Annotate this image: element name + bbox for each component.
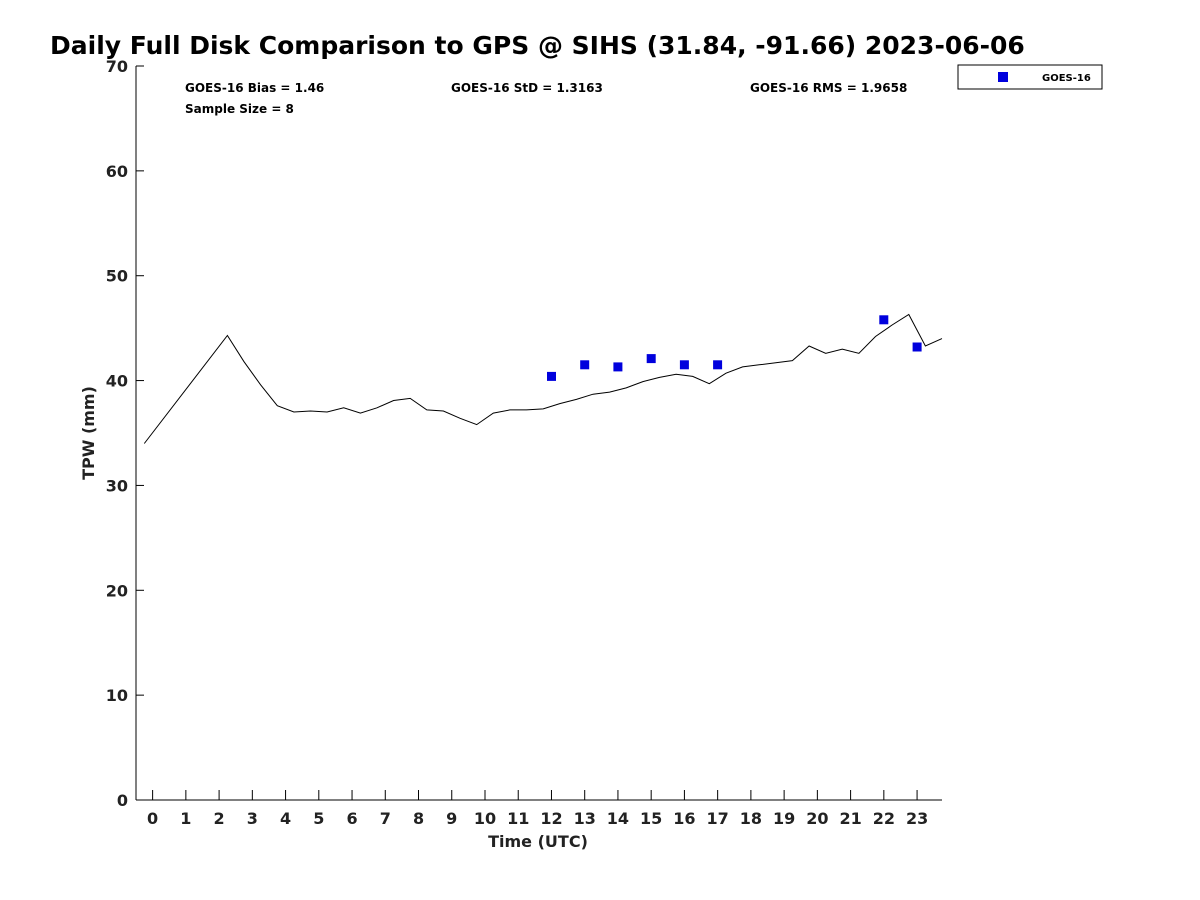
goes16-point xyxy=(679,360,689,370)
y-tick-label: 20 xyxy=(106,581,128,600)
x-tick-label: 10 xyxy=(474,809,496,828)
y-axis-label: TPW (mm) xyxy=(79,386,98,480)
x-ticks: 0 1 2 3 4 5 6 7 8 9 10 11 12 13 14 15 16 17 18 19 20 21 22 23 xyxy=(147,790,928,828)
x-tick-label: 2 xyxy=(214,809,225,828)
x-tick-label: 5 xyxy=(313,809,324,828)
y-tick-label: 70 xyxy=(106,57,128,76)
plot-area xyxy=(143,313,943,444)
legend-box xyxy=(957,64,1103,90)
gps-tpw-line xyxy=(143,313,943,444)
goes16-point xyxy=(879,315,889,325)
x-tick-label: 12 xyxy=(540,809,562,828)
x-tick-label: 4 xyxy=(280,809,291,828)
legend-marker-goes-16 xyxy=(998,72,1008,82)
x-tick-label: 13 xyxy=(574,809,596,828)
y-tick-label: 10 xyxy=(106,686,128,705)
x-tick-label: 8 xyxy=(413,809,424,828)
x-tick-label: 7 xyxy=(380,809,391,828)
stats-annotations: GOES-16 Bias = 1.46 GOES-16 StD = 1.3163… xyxy=(185,81,907,116)
y-tick-label: 0 xyxy=(117,791,128,810)
x-tick-label: 22 xyxy=(873,809,895,828)
stat-bias: GOES-16 Bias = 1.46 xyxy=(185,81,324,95)
x-tick-label: 23 xyxy=(906,809,928,828)
axes xyxy=(135,66,942,801)
legend: GOES-16 xyxy=(957,64,1103,90)
x-tick-label: 21 xyxy=(839,809,861,828)
x-tick-label: 18 xyxy=(740,809,762,828)
x-tick-label: 14 xyxy=(607,809,629,828)
x-tick-label: 16 xyxy=(673,809,695,828)
y-tick-label: 60 xyxy=(106,162,128,181)
x-tick-label: 0 xyxy=(147,809,158,828)
goes16-point xyxy=(613,362,623,372)
goes16-point xyxy=(580,360,590,370)
x-tick-label: 20 xyxy=(806,809,828,828)
x-tick-label: 9 xyxy=(446,809,457,828)
y-tick-label: 50 xyxy=(106,267,128,286)
x-axis-label: Time (UTC) xyxy=(488,832,588,851)
x-tick-label: 6 xyxy=(346,809,357,828)
stat-sample-size: Sample Size = 8 xyxy=(185,102,294,116)
y-tick-label: 40 xyxy=(106,372,128,391)
y-ticks: 0 10 20 30 40 50 60 70 xyxy=(106,57,144,810)
x-tick-label: 17 xyxy=(707,809,729,828)
stat-rms: GOES-16 RMS = 1.9658 xyxy=(750,81,907,95)
x-tick-label: 3 xyxy=(247,809,258,828)
legend-label-goes-16: GOES-16 xyxy=(1042,73,1091,84)
goes16-point xyxy=(646,354,656,364)
x-tick-label: 15 xyxy=(640,809,662,828)
chart-title: Daily Full Disk Comparison to GPS @ SIHS… xyxy=(50,31,1025,60)
x-tick-label: 1 xyxy=(180,809,191,828)
goes16-point xyxy=(912,342,922,352)
x-tick-label: 19 xyxy=(773,809,795,828)
y-tick-label: 30 xyxy=(106,476,128,495)
stat-std: GOES-16 StD = 1.3163 xyxy=(451,81,603,95)
x-tick-label: 11 xyxy=(507,809,529,828)
goes16-point xyxy=(713,360,723,370)
goes16-point xyxy=(547,371,556,381)
